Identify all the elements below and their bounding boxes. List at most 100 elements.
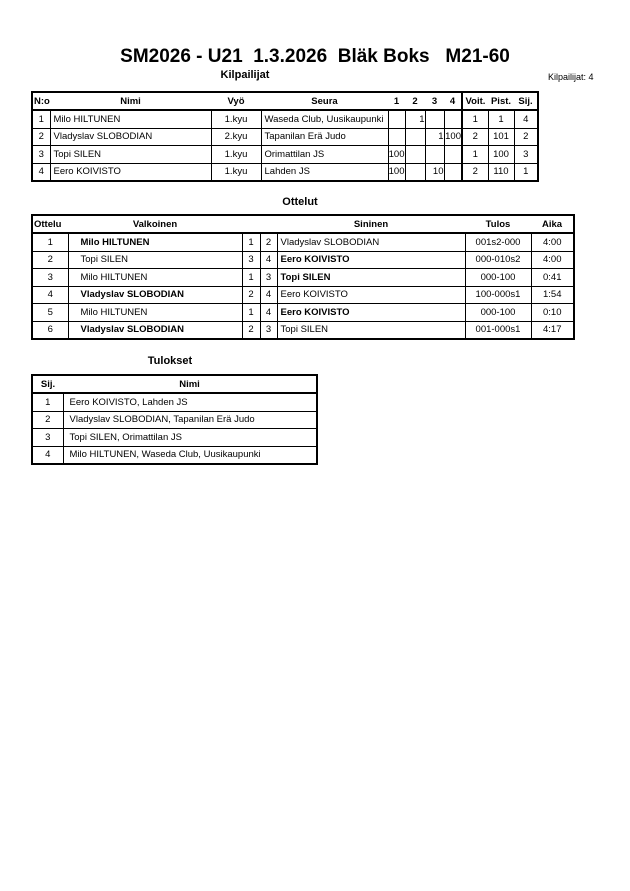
match-result: 000-100 (464, 268, 532, 287)
col-header: Sininen (277, 214, 465, 234)
match-result: 001s2-000 (464, 232, 532, 252)
match-bn: 3 (259, 320, 278, 340)
competitor-count: Kilpailijat: 4 (548, 72, 594, 82)
competitor-cell (443, 162, 463, 182)
result-name: Vladyslav SLOBODIAN, Tapanilan Erä Judo (62, 410, 318, 429)
match-row: 5 Milo HILTUNEN 1 4 Eero KOIVISTO 000-100 0:10 (31, 303, 575, 322)
competitor-cell (404, 145, 426, 164)
result-row: 1 Eero KOIVISTO, Lahden JS (31, 392, 318, 412)
col-header: Pist. (488, 91, 514, 111)
match-result: 001-000s1 (464, 320, 532, 340)
competitor-cell: Tapanilan Erä Judo (260, 127, 389, 146)
match-no: 6 (31, 320, 69, 340)
result-row: 2 Vladyslav SLOBODIAN, Tapanilan Erä Judo (31, 410, 318, 429)
result-name: Topi SILEN, Orimattilan JS (62, 428, 318, 447)
competitor-cell: Vladyslav SLOBODIAN (49, 127, 212, 146)
match-result: 000-100 (464, 303, 532, 322)
competitor-cell: 1.kyu (210, 109, 262, 129)
match-wn: 1 (241, 303, 261, 322)
match-time: 1:54 (530, 285, 575, 304)
match-bn: 2 (259, 232, 278, 252)
match-blue: Topi SILEN (276, 268, 466, 287)
col-header: Valkoinen (68, 214, 242, 234)
competitor-cell: 3 (513, 145, 539, 164)
match-row: 1 Milo HILTUNEN 1 2 Vladyslav SLOBODIAN 001s2… (31, 232, 575, 252)
match-row: 6 Vladyslav SLOBODIAN 2 3 Topi SILEN 001-000s… (31, 320, 575, 340)
col-header: Aika (531, 214, 574, 234)
competitor-row: 4 Eero KOIVISTO 1.kyu Lahden JS 100 10 2 110 1 (31, 162, 539, 182)
match-white: Topi SILEN (67, 250, 243, 269)
result-rank: 4 (31, 445, 64, 465)
match-white: Milo HILTUNEN (67, 303, 243, 322)
match-bn: 4 (259, 303, 278, 322)
match-no: 1 (31, 232, 69, 252)
competitor-cell: 2 (31, 127, 51, 146)
competitor-cell: 100 (487, 145, 515, 164)
competitor-cell: Milo HILTUNEN (49, 109, 212, 129)
competitor-cell: 1 (424, 127, 445, 146)
match-white: Milo HILTUNEN (67, 232, 243, 252)
competitor-cell: Lahden JS (260, 162, 389, 182)
competitor-cell: 1.kyu (210, 145, 262, 164)
col-header: Voit. (462, 91, 488, 111)
competitor-cell: 100 (387, 145, 406, 164)
competitor-row: 1 Milo HILTUNEN 1.kyu Waseda Club, Uusikaup… (31, 109, 539, 129)
competitor-cell (443, 145, 463, 164)
match-white: Vladyslav SLOBODIAN (67, 320, 243, 340)
col-header: Ottelu (32, 214, 68, 234)
col-header: 1 (388, 91, 405, 111)
match-result: 100-000s1 (464, 285, 532, 304)
results-table: Sij. Nimi 1 Eero KOIVISTO, Lahden JS 2 Vlad… (31, 374, 318, 465)
result-name: Eero KOIVISTO, Lahden JS (62, 392, 318, 412)
competitor-cell: 2 (513, 127, 539, 146)
competitor-cell: 1 (404, 109, 426, 129)
competitor-cell (387, 109, 406, 129)
match-wn: 1 (241, 232, 261, 252)
result-rank: 3 (31, 428, 64, 447)
competitor-cell: 1 (461, 145, 489, 164)
match-blue: Eero KOIVISTO (276, 303, 466, 322)
col-header: Nimi (50, 91, 211, 111)
col-header: Seura (261, 91, 388, 111)
result-rank: 1 (31, 392, 64, 412)
col-header: Tulos (465, 214, 531, 234)
match-blue: Eero KOIVISTO (276, 285, 466, 304)
col-header: Sij. (32, 374, 63, 394)
competitor-cell: Topi SILEN (49, 145, 212, 164)
match-white: Milo HILTUNEN (67, 268, 243, 287)
competitor-cell: 101 (487, 127, 515, 146)
competitor-cell (424, 109, 445, 129)
col-header: N:o (32, 91, 50, 111)
competitor-cell: 100 (387, 162, 406, 182)
competitor-cell: 100 (443, 127, 463, 146)
competitor-cell: 2.kyu (210, 127, 262, 146)
match-no: 2 (31, 250, 69, 269)
match-bn: 4 (259, 285, 278, 304)
match-no: 3 (31, 268, 69, 287)
result-row: 4 Milo HILTUNEN, Waseda Club, Uusikaupunk… (31, 445, 318, 465)
competitor-cell: 3 (31, 145, 51, 164)
match-wn: 2 (241, 285, 261, 304)
competitor-cell (404, 127, 426, 146)
competitor-cell (387, 127, 406, 146)
match-wn: 2 (241, 320, 261, 340)
match-bn: 4 (259, 250, 278, 269)
competitor-cell: 1 (487, 109, 515, 129)
competitor-row: 2 Vladyslav SLOBODIAN 2.kyu Tapanilan Erä J… (31, 127, 539, 146)
match-time: 4:17 (530, 320, 575, 340)
competitor-cell: 1 (513, 162, 539, 182)
match-time: 4:00 (530, 250, 575, 269)
competitor-cell: 1.kyu (210, 162, 262, 182)
match-time: 0:41 (530, 268, 575, 287)
match-time: 0:10 (530, 303, 575, 322)
col-header: 2 (405, 91, 425, 111)
match-time: 4:00 (530, 232, 575, 252)
competitor-cell (424, 145, 445, 164)
match-blue: Topi SILEN (276, 320, 466, 340)
matches-heading: Ottelut (282, 196, 318, 208)
page-title: SM2026 - U21 1.3.2026 Bläk Boks M21-60 (120, 46, 510, 67)
competitor-cell (443, 109, 463, 129)
col-header: 4 (444, 91, 463, 111)
competitor-cell: 1 (461, 109, 489, 129)
match-no: 5 (31, 303, 69, 322)
